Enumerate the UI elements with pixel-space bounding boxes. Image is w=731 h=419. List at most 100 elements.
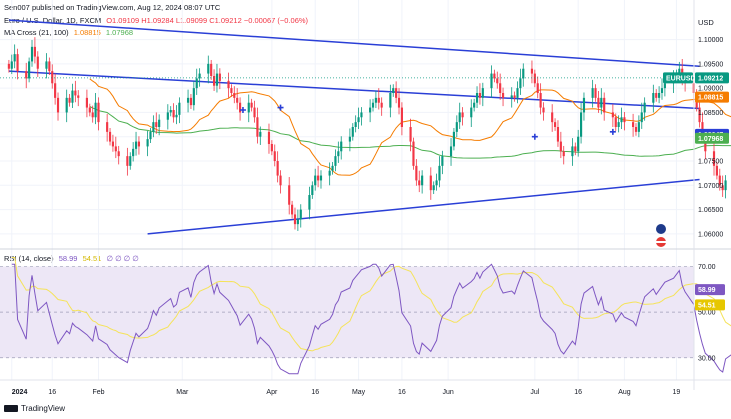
candle-body bbox=[522, 68, 525, 79]
candle-body bbox=[704, 136, 707, 152]
time-tick-label: Mar bbox=[176, 389, 189, 396]
candle-body bbox=[481, 88, 484, 98]
rsi-legend: RSI (14, close) 58.99 54.51 ∅ ∅ ∅ ∅ bbox=[4, 254, 139, 263]
candle-body bbox=[311, 185, 314, 195]
symbol-tag-bg bbox=[663, 72, 693, 84]
candle-body bbox=[247, 102, 250, 113]
candle-body bbox=[577, 136, 580, 152]
candle-body bbox=[250, 102, 253, 108]
tradingview-logo[interactable]: TradingView bbox=[4, 404, 65, 413]
candle-body bbox=[556, 127, 560, 142]
candle-body bbox=[490, 73, 493, 89]
time-tick-label: Jun bbox=[442, 389, 453, 396]
candle-body bbox=[637, 122, 640, 132]
rsi-tick-label: 70.00 bbox=[698, 264, 716, 271]
ma-indicator-title[interactable]: MA Cross (21, 100) bbox=[4, 28, 69, 37]
price-tick-label: 1.08500 bbox=[698, 110, 723, 117]
candle-body bbox=[270, 144, 273, 152]
candle-body bbox=[634, 127, 638, 132]
candle-body bbox=[108, 131, 112, 142]
time-tick-label: 16 bbox=[311, 389, 319, 396]
rsi-axis[interactable]: 70.00 50.00 30.00 bbox=[698, 264, 716, 362]
candle-body bbox=[65, 97, 68, 113]
trendline[interactable] bbox=[8, 19, 700, 68]
candle-body bbox=[178, 102, 181, 115]
candle-body bbox=[530, 68, 534, 74]
candle-body bbox=[369, 107, 372, 113]
candle-body bbox=[91, 112, 94, 118]
candle-body bbox=[97, 102, 100, 123]
time-tick-label: Feb bbox=[92, 389, 104, 396]
flag-stripe bbox=[656, 241, 666, 243]
time-tick-label: 16 bbox=[398, 389, 406, 396]
candle-body bbox=[296, 219, 299, 225]
candle-body bbox=[126, 156, 129, 166]
candle-body bbox=[412, 141, 415, 166]
candle-body bbox=[724, 180, 727, 191]
trendline[interactable] bbox=[147, 178, 700, 235]
ma-long-tag-bg bbox=[695, 132, 729, 144]
candle-body bbox=[158, 119, 161, 127]
candle-body bbox=[510, 95, 513, 98]
candle-body bbox=[340, 141, 343, 152]
candle-body bbox=[351, 127, 354, 137]
candle-body bbox=[660, 88, 664, 93]
rsi-value-tag: 58.99 bbox=[698, 287, 716, 294]
candle-body bbox=[478, 93, 482, 98]
candle-body bbox=[129, 156, 132, 166]
candle-body bbox=[603, 97, 606, 113]
time-axis[interactable]: 2024 16 Feb Mar Apr 16 May 16 Jun Jul 16 Aug 19 bbox=[12, 389, 681, 396]
candle-body bbox=[620, 117, 623, 123]
candle-body bbox=[496, 78, 499, 84]
candle-body bbox=[215, 73, 219, 86]
candle-body bbox=[715, 165, 718, 176]
candle-body bbox=[114, 146, 117, 152]
price-tick-label: 1.07500 bbox=[698, 159, 723, 166]
candle-body bbox=[357, 117, 360, 123]
candle-body bbox=[392, 88, 395, 93]
candle-body bbox=[354, 122, 357, 127]
candle-body bbox=[28, 61, 31, 79]
candle-body bbox=[435, 180, 438, 186]
rsi-ma-value-tag-bg bbox=[695, 299, 725, 311]
candle-body bbox=[259, 131, 262, 137]
candle-body bbox=[146, 139, 149, 147]
rsi-indicator-title[interactable]: RSI (14, close) bbox=[4, 254, 54, 263]
candle-body bbox=[348, 136, 351, 142]
candle-body bbox=[155, 122, 158, 127]
publisher-line: Sen007 published on TradingView.com, Aug… bbox=[4, 3, 221, 12]
candle-body bbox=[623, 117, 626, 123]
candle-body bbox=[698, 107, 701, 123]
candle-body bbox=[308, 195, 311, 210]
candle-body bbox=[10, 61, 13, 69]
trendlines[interactable] bbox=[8, 19, 700, 235]
cross-marker bbox=[239, 107, 246, 113]
candle-body bbox=[7, 63, 10, 69]
time-tick-label: Apr bbox=[266, 389, 278, 396]
rsi-line bbox=[11, 263, 731, 375]
rsi-value-tag-bg bbox=[695, 284, 725, 296]
candle-body bbox=[591, 88, 594, 98]
candle-body bbox=[371, 102, 375, 108]
candle-body bbox=[233, 93, 236, 98]
rsi-tick-label: 30.00 bbox=[698, 355, 716, 362]
cross-marker bbox=[609, 128, 616, 135]
time-tick-label: 2024 bbox=[12, 389, 28, 396]
ma-legend: MA Cross (21, 100) 1.08815 1.07968 bbox=[4, 28, 133, 37]
candle-body bbox=[562, 151, 565, 157]
currency-label[interactable]: USD bbox=[698, 18, 714, 27]
time-tick-label: Aug bbox=[618, 389, 631, 396]
price-tick-label: 1.06000 bbox=[698, 231, 723, 238]
ma-short-tag: 1.08815 bbox=[698, 95, 723, 102]
candle-body bbox=[421, 175, 424, 186]
candles bbox=[7, 37, 727, 231]
ohlc-values: O1.09109 H1.09284 L1.09099 C1.09212 −0.0… bbox=[106, 16, 309, 25]
time-tick-label: 16 bbox=[574, 389, 582, 396]
candle-body bbox=[132, 148, 135, 157]
symbol-tag: EURUSD bbox=[666, 75, 696, 82]
event-icons[interactable] bbox=[656, 224, 666, 247]
candle-body bbox=[611, 112, 614, 118]
event-dot-icon[interactable] bbox=[656, 224, 666, 234]
candle-body bbox=[389, 93, 392, 108]
